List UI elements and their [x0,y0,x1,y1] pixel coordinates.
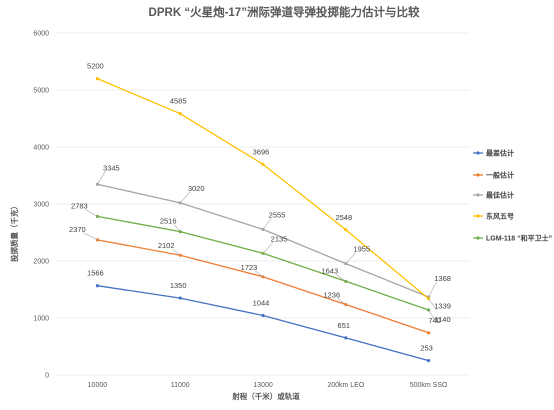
data-point [344,228,348,232]
data-label: 2135 [271,234,288,243]
x-axis-label: 射程（千米）或轨道 [231,391,300,401]
legend-label: 最差估计 [486,149,514,158]
data-point [261,162,265,166]
label-leader [85,209,98,217]
data-label: 3020 [188,184,205,193]
series-lines [95,77,431,363]
label-leader [428,298,437,310]
label-leader [428,309,437,324]
data-point [178,112,182,116]
chart-title: DPRK “火星炮-17”洲际弹道导弹投掷能力估计与比较 [149,5,420,19]
data-label: 1350 [170,281,187,290]
data-label: 1236 [323,291,340,300]
data-label: 1566 [87,269,104,278]
y-axis-ticks: 0 1000 2000 3000 4000 5000 6000 [33,31,49,380]
series-line-0 [97,285,429,362]
y-tick-label: 4000 [33,145,49,152]
y-tick-label: 5000 [33,88,49,95]
y-axis-label: 投掷质量（千克） [9,202,19,262]
data-point [427,331,431,335]
data-label: 5200 [87,62,104,71]
legend-marker [476,193,480,197]
label-leader [428,281,437,298]
x-tick-label: 500km SSO [410,382,448,389]
legend-marker [476,151,480,155]
x-tick-label: 11000 [171,382,190,389]
data-label: 2370 [69,225,86,234]
label-leader [173,224,181,232]
data-label: 3696 [253,147,270,156]
gridlines [56,32,470,376]
legend-label: 东风五号 [486,212,514,221]
legend-marker [476,214,480,218]
x-tick-label: 200km LEO [327,382,365,389]
data-point [178,296,182,300]
data-label: 651 [338,321,351,330]
legend-label: 最佳估计 [486,191,514,200]
legend-label: 一般估计 [486,171,514,180]
data-point [427,358,431,363]
data-point [261,313,265,318]
label-leader [83,232,98,241]
data-label: 4585 [170,97,187,106]
data-label: 1368 [434,274,451,283]
data-label: 3345 [103,163,120,172]
x-tick-label: 10000 [88,382,108,389]
data-label: 1723 [241,263,258,272]
x-tick-label: 13000 [253,382,273,389]
data-label: 1044 [253,298,270,307]
data-label: 2783 [71,201,88,210]
data-point [344,336,348,340]
legend-marker [476,236,480,240]
data-label: 1955 [353,245,370,254]
label-leader [97,171,106,185]
data-label: 2555 [269,210,286,219]
data-point [95,77,99,81]
y-tick-label: 0 [45,373,49,380]
data-label: 253 [420,344,433,353]
x-axis-ticks: 10000 11000 13000 200km LEO 500km SSO [88,382,448,389]
series-line-3 [97,78,430,300]
label-leader [337,298,346,305]
series-line-2 [97,183,429,298]
label-leader [345,252,357,264]
legend-marker [476,173,480,177]
legend-label: LGM-118 “和平卫士” [486,234,552,243]
data-labels: 1566135010446512532370210217231236740334… [69,62,451,353]
label-leader [262,242,274,254]
label-leader [254,270,264,278]
data-label: 2102 [158,241,175,250]
label-leader [335,274,346,282]
data-label: 1643 [321,266,338,275]
label-leader [172,248,181,256]
label-leader [179,191,191,204]
data-label: 1339 [434,302,451,311]
label-leader [262,218,272,230]
data-label: 2516 [160,217,177,226]
data-label: 2548 [335,213,352,222]
y-tick-label: 3000 [33,202,49,209]
data-label: 1140 [435,315,451,324]
data-point [95,284,99,288]
y-tick-label: 1000 [33,316,49,323]
y-tick-label: 6000 [33,31,49,38]
y-tick-label: 2000 [33,259,49,266]
